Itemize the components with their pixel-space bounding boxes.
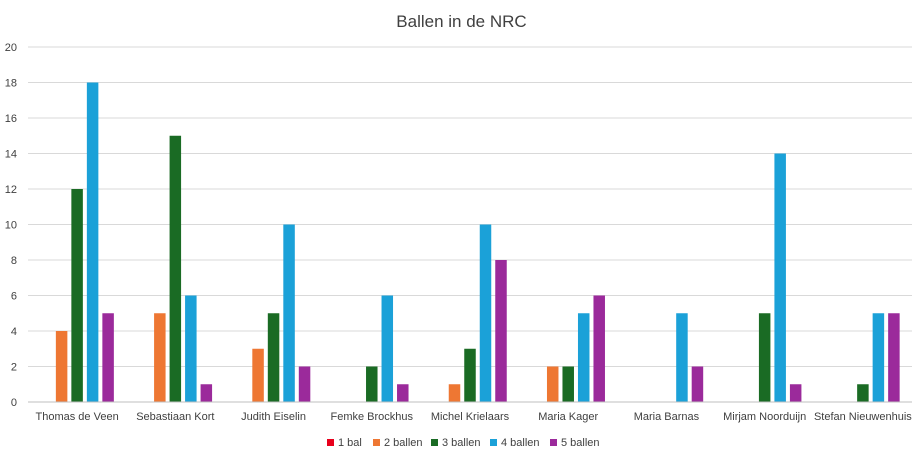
- y-tick-label: 2: [11, 362, 17, 374]
- x-axis-categories: Thomas de Veen Sebastiaan Kort Judith Eise…: [36, 411, 913, 423]
- legend-swatch: [373, 439, 380, 446]
- bar: [464, 348, 476, 402]
- legend-label: 4 ballen: [501, 437, 540, 449]
- bars: [55, 82, 900, 402]
- y-tick-label: 8: [11, 255, 17, 267]
- bar: [546, 366, 559, 402]
- bar: [298, 366, 311, 402]
- y-tick-label: 18: [5, 78, 17, 90]
- bar: [102, 313, 114, 402]
- x-tick-label: Thomas de Veen: [36, 411, 119, 423]
- bar: [872, 313, 885, 402]
- legend-label: 3 ballen: [442, 437, 481, 449]
- bar: [593, 295, 605, 402]
- bar: [283, 224, 295, 402]
- bar: [185, 295, 197, 402]
- legend-label: 2 ballen: [384, 437, 423, 449]
- bar: [495, 260, 507, 402]
- bar: [857, 384, 869, 402]
- bar: [366, 366, 378, 402]
- x-tick-label: Maria Barnas: [634, 411, 700, 423]
- x-tick-label: Maria Kager: [538, 411, 598, 423]
- bar: [448, 384, 461, 402]
- y-tick-label: 4: [11, 326, 17, 338]
- y-tick-label: 10: [5, 220, 17, 232]
- x-tick-label: Femke Brockhus: [331, 411, 414, 423]
- legend-label: 5 ballen: [561, 437, 600, 449]
- bar: [479, 224, 492, 402]
- x-tick-label: Michel Krielaars: [431, 411, 510, 423]
- bar: [169, 135, 182, 402]
- bar: [55, 331, 68, 402]
- y-tick-label: 16: [5, 113, 17, 125]
- bar: [758, 313, 771, 402]
- y-axis-ticks: 0 2 4 6 8 10 12 14 16 18 20: [5, 42, 17, 409]
- bar: [397, 384, 409, 402]
- chart-title: Ballen in de NRC: [396, 12, 526, 31]
- y-tick-label: 20: [5, 42, 17, 54]
- bar: [267, 313, 280, 402]
- x-tick-label: Mirjam Noorduijn: [723, 411, 806, 423]
- legend-swatch: [327, 439, 334, 446]
- bar: [71, 189, 83, 402]
- bar: [888, 313, 900, 402]
- bar: [676, 313, 688, 402]
- bar: [774, 153, 786, 402]
- legend-swatch: [490, 439, 497, 446]
- bar: [691, 366, 704, 402]
- y-tick-label: 12: [5, 184, 17, 196]
- bar: [577, 313, 590, 402]
- y-tick-label: 14: [5, 149, 17, 161]
- legend-swatch: [431, 439, 438, 446]
- y-tick-label: 0: [11, 397, 17, 409]
- x-tick-label: Judith Eiselin: [241, 411, 306, 423]
- bar: [200, 384, 213, 402]
- legend-label: 1 bal: [338, 437, 362, 449]
- y-tick-label: 6: [11, 291, 17, 303]
- legend: 1 bal 2 ballen 3 ballen 4 ballen 5 ballen: [327, 437, 600, 449]
- bar: [86, 82, 99, 402]
- x-tick-label: Sebastiaan Kort: [136, 411, 214, 423]
- bar: [381, 295, 394, 402]
- bar: [562, 366, 574, 402]
- bar: [252, 348, 264, 402]
- legend-swatch: [550, 439, 557, 446]
- bar: [154, 313, 166, 402]
- bar: [789, 384, 802, 402]
- x-tick-label: Stefan Nieuwenhuis: [814, 411, 912, 423]
